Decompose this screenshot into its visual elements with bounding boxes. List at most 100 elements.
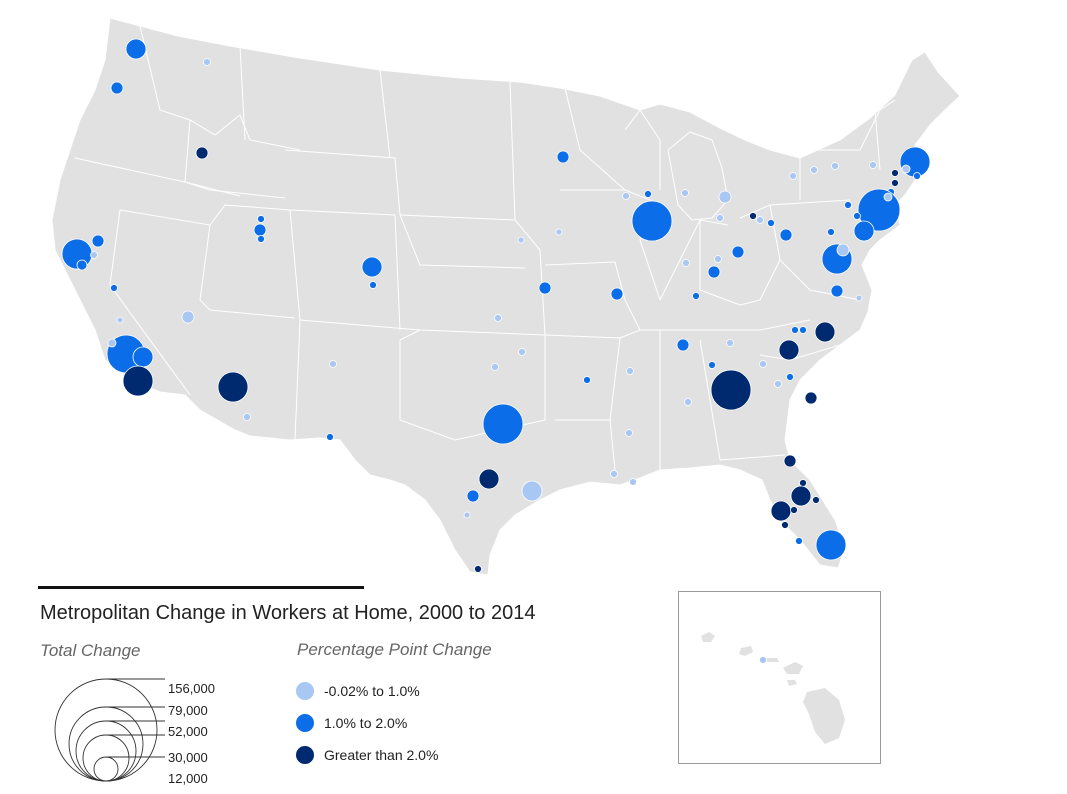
- metro-bubbles: [61, 38, 931, 573]
- size-label-79000: 79,000: [168, 703, 208, 718]
- us-landmass: [51, 17, 961, 576]
- metro-bubble: [583, 376, 591, 384]
- metro-bubble: [494, 314, 502, 322]
- metro-bubble: [631, 200, 673, 242]
- metro-bubble: [76, 259, 88, 271]
- metro-bubble: [708, 361, 716, 369]
- metro-bubble: [107, 338, 117, 348]
- hawaii-map: [701, 632, 845, 744]
- metro-bubble: [122, 365, 154, 397]
- metro-bubble: [369, 281, 377, 289]
- metro-bubble: [684, 398, 692, 406]
- metro-bubble: [692, 292, 700, 300]
- metro-bubble: [786, 373, 794, 381]
- metro-bubble: [681, 189, 689, 197]
- metro-bubble: [855, 294, 863, 302]
- metro-bubble: [830, 284, 844, 298]
- metro-bubble: [883, 192, 893, 202]
- metro-bubble: [901, 164, 911, 174]
- metro-bubble: [625, 429, 633, 437]
- light-swatch: [296, 682, 314, 700]
- metro-bubble: [110, 81, 124, 95]
- metro-bubble: [257, 235, 265, 243]
- metro-bubble: [517, 236, 525, 244]
- metro-bubble: [783, 454, 797, 468]
- metro-bubble: [814, 321, 836, 343]
- size-label-12000: 12,000: [168, 771, 208, 786]
- metro-bubble: [853, 220, 875, 242]
- metro-bubble: [707, 265, 721, 279]
- metro-bubble: [622, 192, 630, 200]
- metro-bubble: [869, 161, 877, 169]
- color-legend-item-light: -0.02% to 1.0%: [296, 681, 420, 701]
- metro-bubble: [726, 339, 734, 347]
- metro-bubble: [195, 146, 209, 160]
- metro-bubble: [610, 287, 624, 301]
- metro-bubble: [731, 245, 745, 259]
- metro-bubble: [90, 251, 98, 259]
- metro-bubble: [790, 485, 812, 507]
- metro-bubble: [253, 223, 267, 237]
- metro-bubble: [781, 521, 789, 529]
- map-title: Metropolitan Change in Workers at Home, …: [40, 602, 536, 624]
- metro-bubble: [125, 38, 147, 60]
- metro-bubble: [853, 212, 861, 220]
- metro-bubble: [749, 212, 757, 220]
- metro-bubble: [812, 496, 820, 504]
- metro-bubble: [474, 565, 482, 573]
- metro-bubble: [778, 339, 800, 361]
- metro-bubble: [774, 380, 782, 388]
- metro-bubble: [482, 403, 524, 445]
- metro-bubble: [791, 326, 799, 334]
- metro-bubble: [491, 363, 499, 371]
- size-legend-circles: [54, 678, 165, 782]
- metro-bubble: [243, 413, 251, 421]
- color-legend-label: -0.02% to 1.0%: [324, 683, 420, 699]
- metro-bubble: [132, 346, 154, 368]
- size-label-30000: 30,000: [168, 750, 208, 765]
- metro-bubble: [799, 479, 807, 487]
- metro-bubble: [463, 511, 471, 519]
- metro-bubble: [710, 369, 752, 411]
- metro-bubble: [478, 468, 500, 490]
- color-legend-heading: Percentage Point Change: [297, 640, 492, 659]
- metro-bubble: [556, 150, 570, 164]
- size-label-52000: 52,000: [168, 724, 208, 739]
- color-legend-item-dark: Greater than 2.0%: [296, 745, 438, 765]
- metro-bubble: [913, 172, 921, 180]
- metro-bubble: [257, 215, 265, 223]
- metro-bubble: [718, 190, 732, 204]
- metro-bubble: [555, 228, 563, 236]
- metro-bubble: [827, 228, 835, 236]
- metro-bubble: [521, 480, 543, 502]
- metro-bubble: [759, 360, 767, 368]
- metro-bubble: [538, 281, 552, 295]
- metro-bubble: [795, 537, 803, 545]
- metro-bubble: [181, 310, 195, 324]
- metro-bubble: [329, 360, 337, 368]
- size-label-156000: 156,000: [168, 681, 215, 696]
- metro-bubble: [91, 234, 105, 248]
- metro-bubble: [770, 500, 792, 522]
- metro-bubble: [767, 219, 775, 227]
- metro-bubble: [799, 326, 807, 334]
- metro-bubble: [810, 166, 818, 174]
- color-legend-label: Greater than 2.0%: [324, 747, 439, 763]
- metro-bubble: [756, 216, 764, 224]
- metro-bubble: [831, 162, 839, 170]
- metro-bubble: [891, 169, 899, 177]
- color-legend-item-mid: 1.0% to 2.0%: [296, 713, 407, 733]
- metro-bubble: [789, 172, 797, 180]
- hawaii-inset: [678, 591, 881, 764]
- metro-bubble: [714, 255, 722, 263]
- metro-bubble: [716, 214, 724, 222]
- state-borders: [74, 25, 896, 471]
- mid-swatch: [296, 714, 314, 732]
- metro-bubble: [644, 190, 652, 198]
- metro-bubble: [844, 201, 852, 209]
- metro-bubble: [891, 179, 899, 187]
- metro-bubble: [518, 348, 526, 356]
- metro-bubble: [610, 470, 618, 478]
